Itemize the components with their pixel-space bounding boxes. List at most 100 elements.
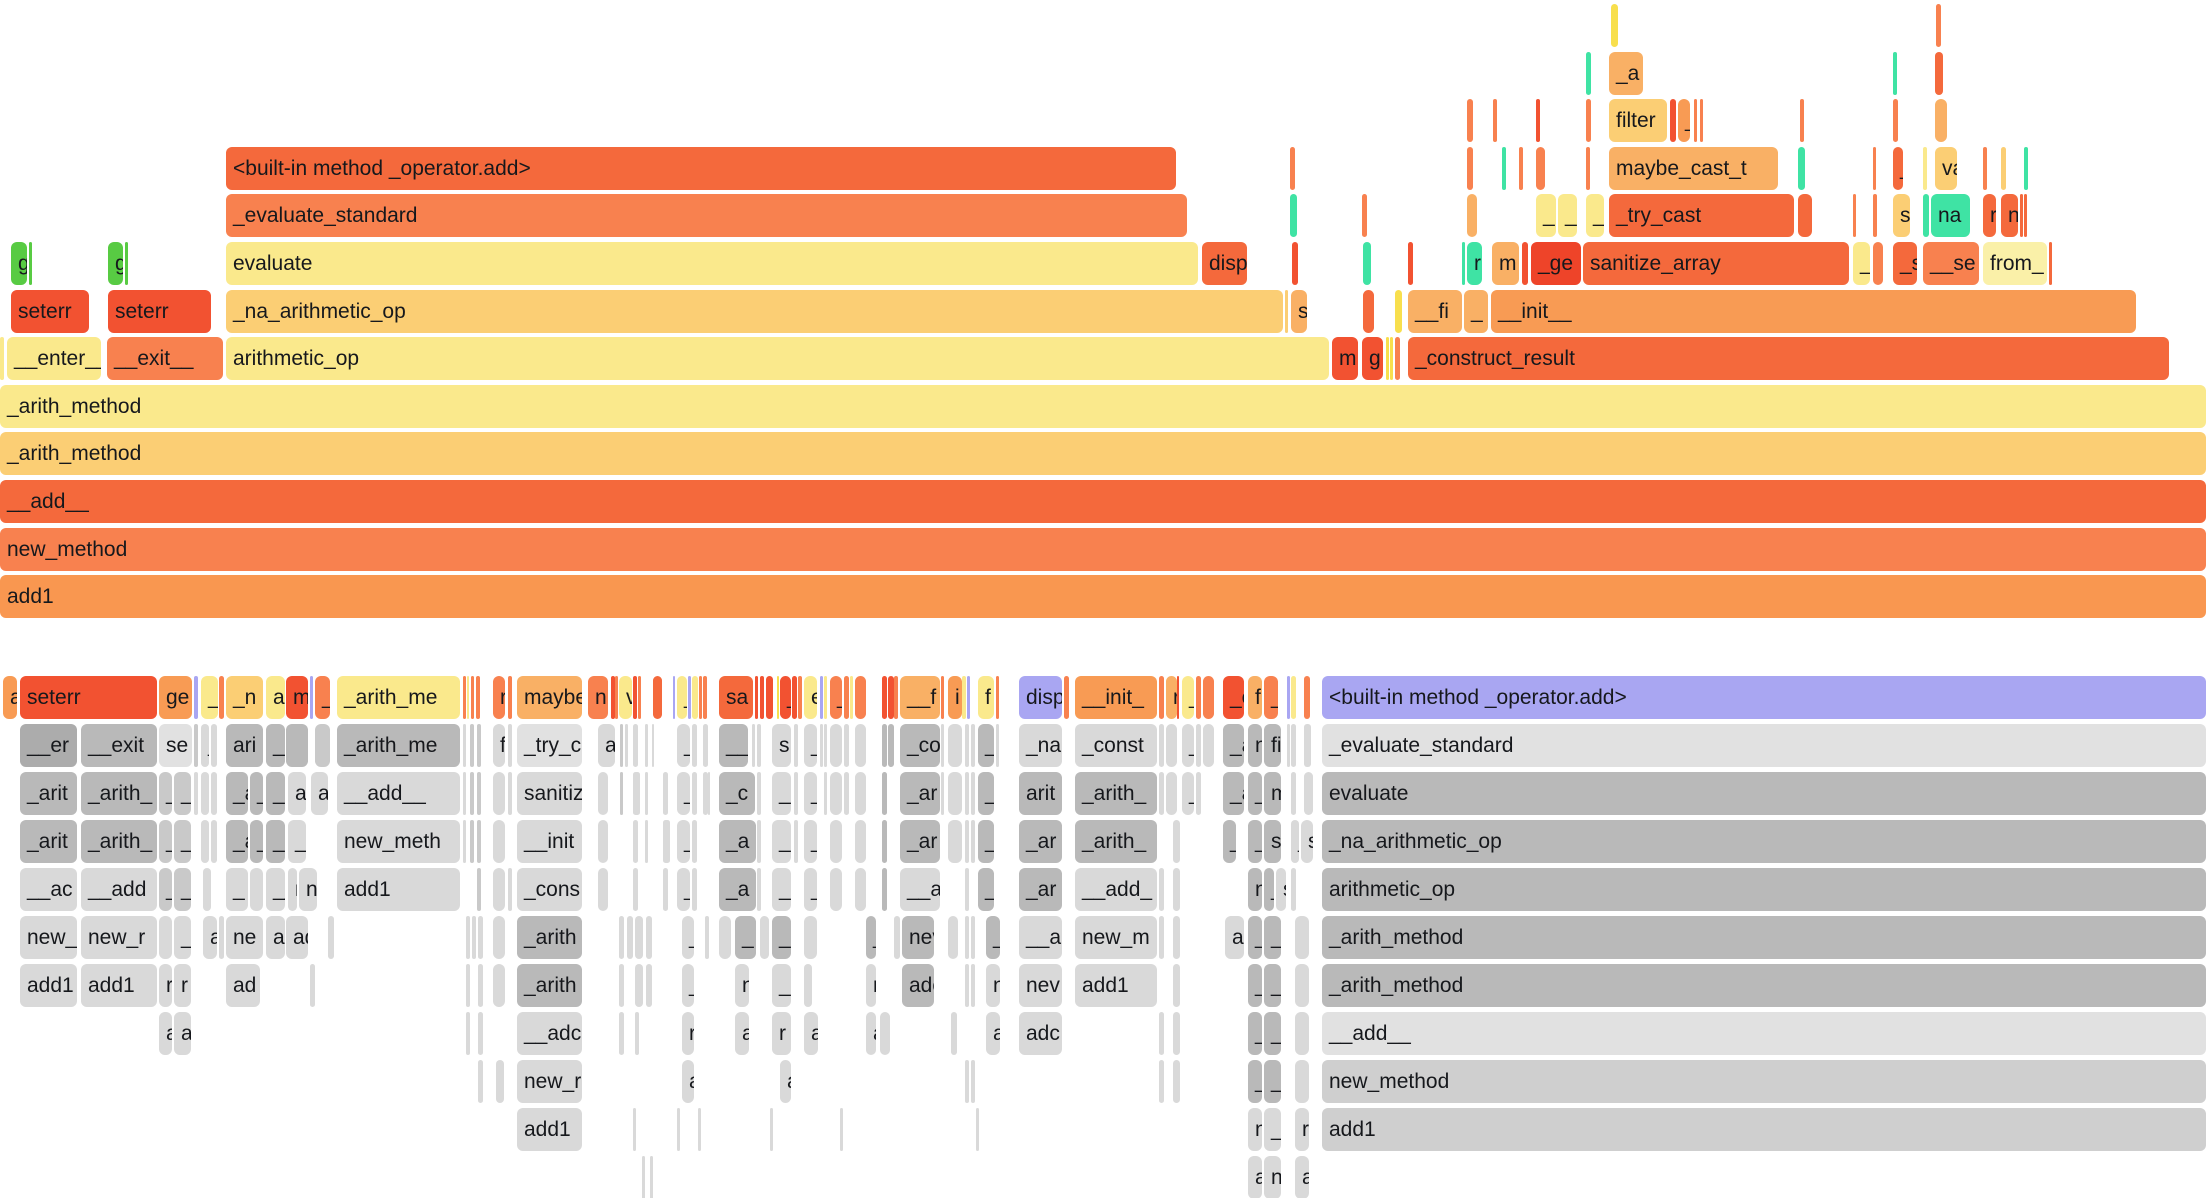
- flame-frame-sliver[interactable]: [692, 820, 697, 863]
- flame-frame-sliver[interactable]: [948, 820, 962, 863]
- flame-frame[interactable]: maybe_cast_t: [1609, 147, 1778, 190]
- flame-frame[interactable]: m: [286, 676, 308, 719]
- flame-frame[interactable]: _a: [266, 772, 285, 815]
- flame-frame-sliver[interactable]: [466, 1012, 470, 1055]
- flame-frame[interactable]: __add__: [337, 772, 460, 815]
- flame-frame[interactable]: i: [948, 676, 962, 719]
- flame-frame-sliver[interactable]: [941, 676, 944, 719]
- flame-frame[interactable]: a: [288, 772, 306, 815]
- flame-frame-sliver[interactable]: [211, 724, 217, 767]
- flame-frame[interactable]: a: [804, 1012, 818, 1055]
- flame-frame-sliver[interactable]: [642, 1156, 645, 1198]
- flame-frame[interactable]: _c: [719, 772, 755, 815]
- flame-frame[interactable]: __ac: [20, 868, 77, 911]
- flame-frame[interactable]: add1: [1322, 1108, 2206, 1151]
- flame-frame[interactable]: g: [11, 242, 27, 285]
- flame-frame[interactable]: f: [493, 724, 505, 767]
- flame-frame[interactable]: _ge: [1531, 242, 1581, 285]
- flame-frame[interactable]: add1: [517, 1108, 582, 1151]
- flame-frame[interactable]: arithmetic_op: [226, 337, 1329, 380]
- flame-frame-sliver[interactable]: [971, 724, 975, 767]
- flame-frame[interactable]: a: [866, 1012, 876, 1055]
- flame-frame-sliver[interactable]: [965, 772, 969, 815]
- flame-frame-sliver[interactable]: [310, 676, 313, 719]
- flame-frame[interactable]: _: [677, 868, 690, 911]
- flame-frame-sliver[interactable]: [1173, 916, 1180, 959]
- flame-frame-sliver[interactable]: [633, 676, 637, 719]
- flame-frame-sliver[interactable]: [757, 724, 761, 767]
- flame-frame-sliver[interactable]: [1798, 194, 1812, 237]
- flame-frame-sliver[interactable]: [1519, 147, 1523, 190]
- flame-frame-sliver[interactable]: [1173, 1012, 1180, 1055]
- flame-frame-sliver[interactable]: [463, 772, 466, 815]
- flame-frame[interactable]: _: [1248, 1012, 1262, 1055]
- flame-frame[interactable]: _: [174, 868, 191, 911]
- flame-frame-sliver[interactable]: [1203, 724, 1214, 767]
- flame-frame-sliver[interactable]: [1173, 868, 1180, 911]
- flame-frame-sliver[interactable]: [1291, 772, 1296, 815]
- flame-frame-sliver[interactable]: [850, 676, 853, 719]
- flame-frame-sliver[interactable]: [478, 1060, 483, 1103]
- flame-frame-sliver[interactable]: [467, 676, 469, 719]
- flame-frame-sliver[interactable]: [844, 676, 849, 719]
- flame-frame[interactable]: n: [1248, 724, 1262, 767]
- flame-frame[interactable]: _arith_method: [1322, 916, 2206, 959]
- flame-frame-sliver[interactable]: [1873, 194, 1877, 237]
- flame-frame-sliver[interactable]: [1196, 676, 1201, 719]
- flame-frame-sliver[interactable]: [699, 676, 702, 719]
- flame-frame-sliver[interactable]: [965, 724, 969, 767]
- flame-frame-sliver[interactable]: [1395, 290, 1402, 333]
- flame-frame[interactable]: n: [1248, 868, 1262, 911]
- flame-frame[interactable]: _evaluate_standard: [226, 194, 1187, 237]
- flame-frame-sliver[interactable]: [1064, 676, 1069, 719]
- flame-frame-sliver[interactable]: [470, 724, 474, 767]
- flame-frame-sliver[interactable]: [635, 1012, 639, 1055]
- flame-frame[interactable]: r: [1166, 676, 1177, 719]
- flame-frame[interactable]: _: [1182, 772, 1194, 815]
- flame-frame[interactable]: _: [804, 724, 817, 767]
- flame-frame[interactable]: a: [780, 1060, 791, 1103]
- flame-frame[interactable]: new_: [20, 916, 77, 959]
- flame-frame-sliver[interactable]: [1159, 772, 1164, 815]
- flame-frame[interactable]: .: [663, 820, 670, 863]
- flame-frame[interactable]: _: [978, 820, 994, 863]
- flame-frame-sliver[interactable]: [692, 772, 697, 815]
- flame-frame-sliver[interactable]: [478, 916, 483, 959]
- flame-frame[interactable]: _a: [226, 772, 248, 815]
- flame-frame-sliver[interactable]: [619, 964, 624, 1007]
- flame-frame[interactable]: n: [1264, 1156, 1281, 1198]
- flame-frame-sliver[interactable]: [1291, 676, 1296, 719]
- flame-frame[interactable]: e: [804, 676, 817, 719]
- flame-frame[interactable]: _: [159, 868, 172, 911]
- flame-frame[interactable]: filter: [1609, 99, 1667, 142]
- flame-frame-sliver[interactable]: [844, 772, 849, 815]
- flame-frame-sliver[interactable]: [677, 1108, 680, 1151]
- flame-frame-sliver[interactable]: [1295, 916, 1309, 959]
- flame-frame[interactable]: _cons: [517, 868, 582, 911]
- flame-frame-sliver[interactable]: [757, 868, 761, 911]
- flame-frame-sliver[interactable]: [638, 676, 641, 719]
- flame-frame-sliver[interactable]: [470, 820, 474, 863]
- flame-frame-sliver[interactable]: [882, 724, 887, 767]
- flame-frame-sliver[interactable]: [2049, 242, 2052, 285]
- flame-frame[interactable]: r: [1295, 1108, 1309, 1151]
- flame-frame-sliver[interactable]: [1173, 820, 1180, 863]
- flame-frame[interactable]: n: [2001, 194, 2018, 237]
- flame-frame-sliver[interactable]: [888, 676, 894, 719]
- flame-frame-sliver[interactable]: [477, 772, 481, 815]
- flame-frame[interactable]: _: [978, 868, 994, 911]
- flame-frame[interactable]: _: [201, 676, 218, 719]
- flame-frame[interactable]: _: [804, 820, 817, 863]
- flame-frame-sliver[interactable]: [760, 676, 764, 719]
- flame-frame-sliver[interactable]: [1362, 194, 1367, 237]
- flame-frame[interactable]: r: [772, 1012, 791, 1055]
- flame-frame[interactable]: __se: [1923, 242, 1979, 285]
- flame-frame[interactable]: new_method: [0, 528, 2206, 571]
- flame-frame[interactable]: _: [677, 820, 690, 863]
- flame-frame[interactable]: r: [866, 964, 876, 1007]
- flame-frame-sliver[interactable]: [794, 772, 798, 815]
- flame-frame[interactable]: _: [266, 820, 285, 863]
- flame-frame[interactable]: ne: [226, 916, 263, 959]
- flame-frame-sliver[interactable]: [752, 724, 755, 767]
- flame-frame[interactable]: _s: [1893, 242, 1917, 285]
